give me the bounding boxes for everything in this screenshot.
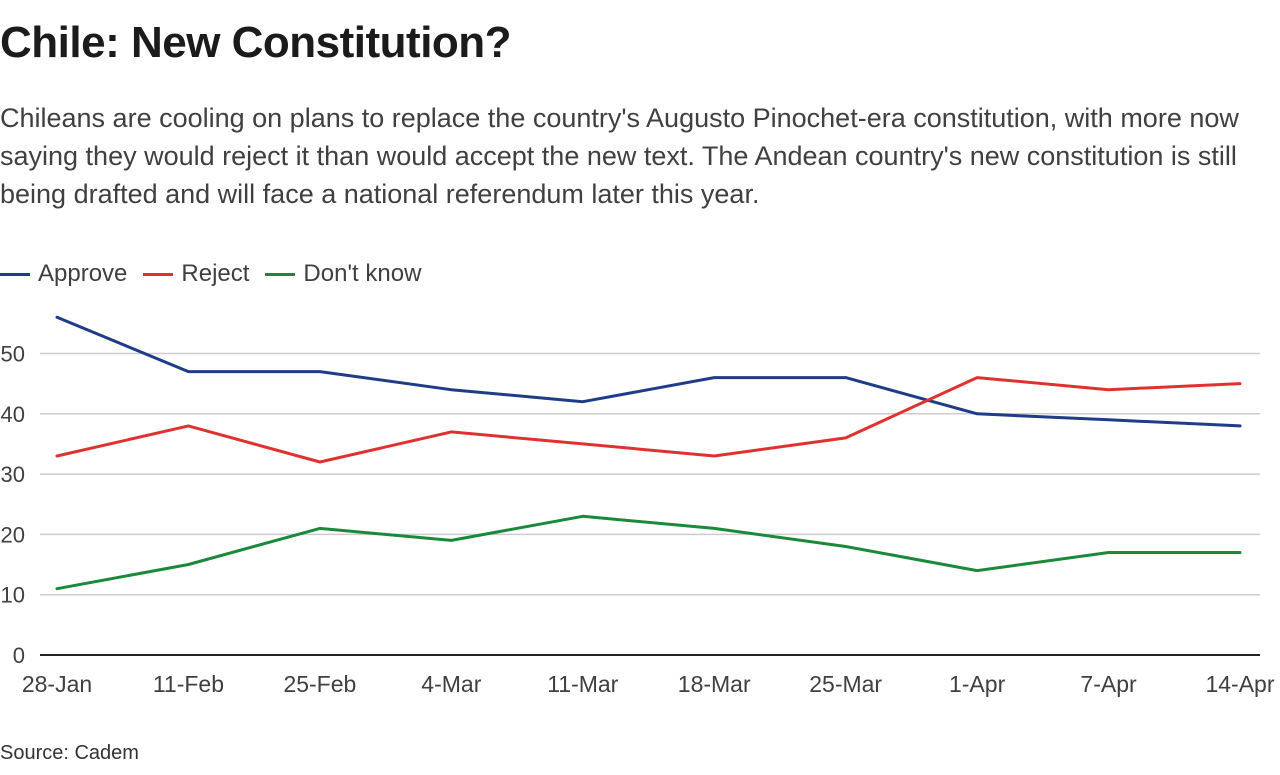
y-tick-label-40: 40 <box>1 402 25 427</box>
legend-label-approve: Approve <box>38 260 128 287</box>
x-tick-label: 18-Mar <box>678 671 751 697</box>
legend-swatch-dont-know <box>265 272 296 276</box>
y-tick-label-50: 50 <box>1 342 25 367</box>
legend-swatch-approve <box>0 272 30 276</box>
x-tick-label: 4-Mar <box>421 671 481 697</box>
legend-label-reject: Reject <box>181 260 250 287</box>
x-tick-label: 11-Mar <box>547 671 618 697</box>
chart-title: Chile: New Constitution? <box>0 18 512 67</box>
series-line-reject <box>55 376 1242 464</box>
y-tick-label-10: 10 <box>1 583 25 608</box>
x-tick-label: 1-Apr <box>949 671 1006 697</box>
x-axis-tick-labels: 28-Jan 11-Feb 25-Feb 4-Mar 11-Mar 18-Mar 25-Ma… <box>22 671 1275 697</box>
source-note: Source: Cadem <box>0 742 139 764</box>
x-tick-label: 25-Feb <box>283 671 356 697</box>
x-tick-label: 14-Apr <box>1205 671 1274 697</box>
x-tick-label: 25-Mar <box>809 671 882 697</box>
legend: Approve Reject Don't know <box>0 258 437 290</box>
x-tick-label: 11-Feb <box>153 671 224 697</box>
series-line-dont-know <box>55 514 1242 591</box>
legend-label-dont-know: Don't know <box>303 260 422 287</box>
series-line-approve <box>55 315 1242 428</box>
legend-item-dont-know: Don't know <box>265 260 421 288</box>
y-axis-tick-labels: 0 10 20 30 40 50 <box>1 342 25 669</box>
legend-item-reject: Reject <box>143 260 249 288</box>
chart-subtitle: Chileans are cooling on plans to replace… <box>0 103 1239 209</box>
gridlines <box>40 352 1260 656</box>
y-tick-label-20: 20 <box>1 522 25 547</box>
legend-item-approve: Approve <box>0 260 127 288</box>
x-tick-label: 28-Jan <box>22 671 92 697</box>
legend-swatch-reject <box>143 272 174 276</box>
series-lines <box>55 315 1242 591</box>
y-tick-label-0: 0 <box>13 643 25 668</box>
x-tick-label: 7-Apr <box>1080 671 1137 697</box>
y-tick-label-30: 30 <box>1 462 25 487</box>
